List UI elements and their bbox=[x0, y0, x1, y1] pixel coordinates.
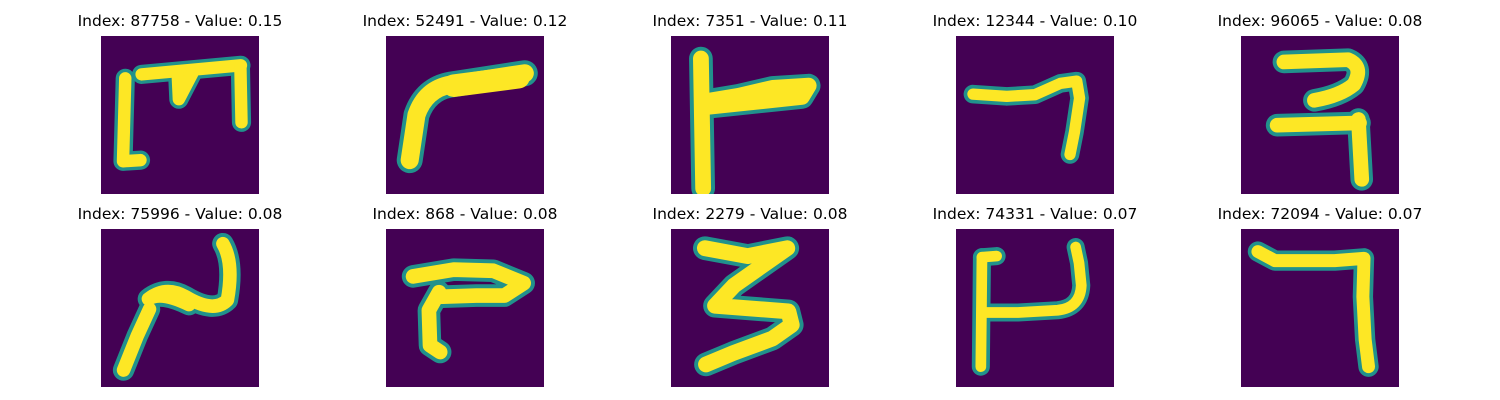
digit-image bbox=[101, 229, 259, 387]
panel-9: Index: 74331 - Value: 0.07 bbox=[925, 203, 1145, 393]
panel-6: Index: 75996 - Value: 0.08 bbox=[70, 203, 290, 393]
panel-title: Index: 12344 - Value: 0.10 bbox=[932, 12, 1138, 30]
panel-title: Index: 87758 - Value: 0.15 bbox=[77, 12, 283, 30]
panel-10: Index: 72094 - Value: 0.07 bbox=[1210, 203, 1430, 393]
panel-3: Index: 7351 - Value: 0.11 bbox=[640, 10, 860, 200]
digit-image bbox=[671, 36, 829, 194]
panel-title: Index: 75996 - Value: 0.08 bbox=[77, 205, 283, 223]
digit-image bbox=[956, 36, 1114, 194]
digit-image bbox=[386, 229, 544, 387]
digit-image bbox=[101, 36, 259, 194]
panel-title: Index: 96065 - Value: 0.08 bbox=[1217, 12, 1423, 30]
panel-5: Index: 96065 - Value: 0.08 bbox=[1210, 10, 1430, 200]
panel-title: Index: 74331 - Value: 0.07 bbox=[932, 205, 1138, 223]
panel-title: Index: 52491 - Value: 0.12 bbox=[362, 12, 568, 30]
panel-4: Index: 12344 - Value: 0.10 bbox=[925, 10, 1145, 200]
panel-8: Index: 2279 - Value: 0.08 bbox=[640, 203, 860, 393]
digit-image bbox=[1241, 229, 1399, 387]
digit-image bbox=[386, 36, 544, 194]
panel-2: Index: 52491 - Value: 0.12 bbox=[355, 10, 575, 200]
digit-image bbox=[956, 229, 1114, 387]
panel-7: Index: 868 - Value: 0.08 bbox=[355, 203, 575, 393]
panel-1: Index: 87758 - Value: 0.15 bbox=[70, 10, 290, 200]
panel-title: Index: 868 - Value: 0.08 bbox=[372, 205, 558, 223]
digit-image bbox=[671, 229, 829, 387]
digit-image bbox=[1241, 36, 1399, 194]
panel-title: Index: 2279 - Value: 0.08 bbox=[652, 205, 848, 223]
panel-title: Index: 7351 - Value: 0.11 bbox=[652, 12, 848, 30]
panel-title: Index: 72094 - Value: 0.07 bbox=[1217, 205, 1423, 223]
